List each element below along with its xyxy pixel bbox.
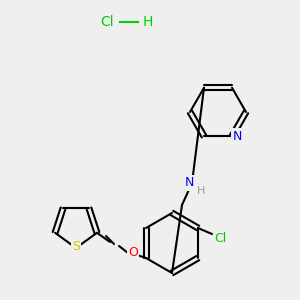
Text: Cl: Cl: [100, 15, 114, 29]
Text: H: H: [143, 15, 153, 29]
Text: Cl: Cl: [214, 232, 226, 244]
Text: S: S: [72, 239, 80, 253]
Text: O: O: [128, 247, 138, 260]
Text: N: N: [232, 130, 242, 143]
Text: H: H: [197, 186, 205, 196]
Text: N: N: [184, 176, 194, 190]
